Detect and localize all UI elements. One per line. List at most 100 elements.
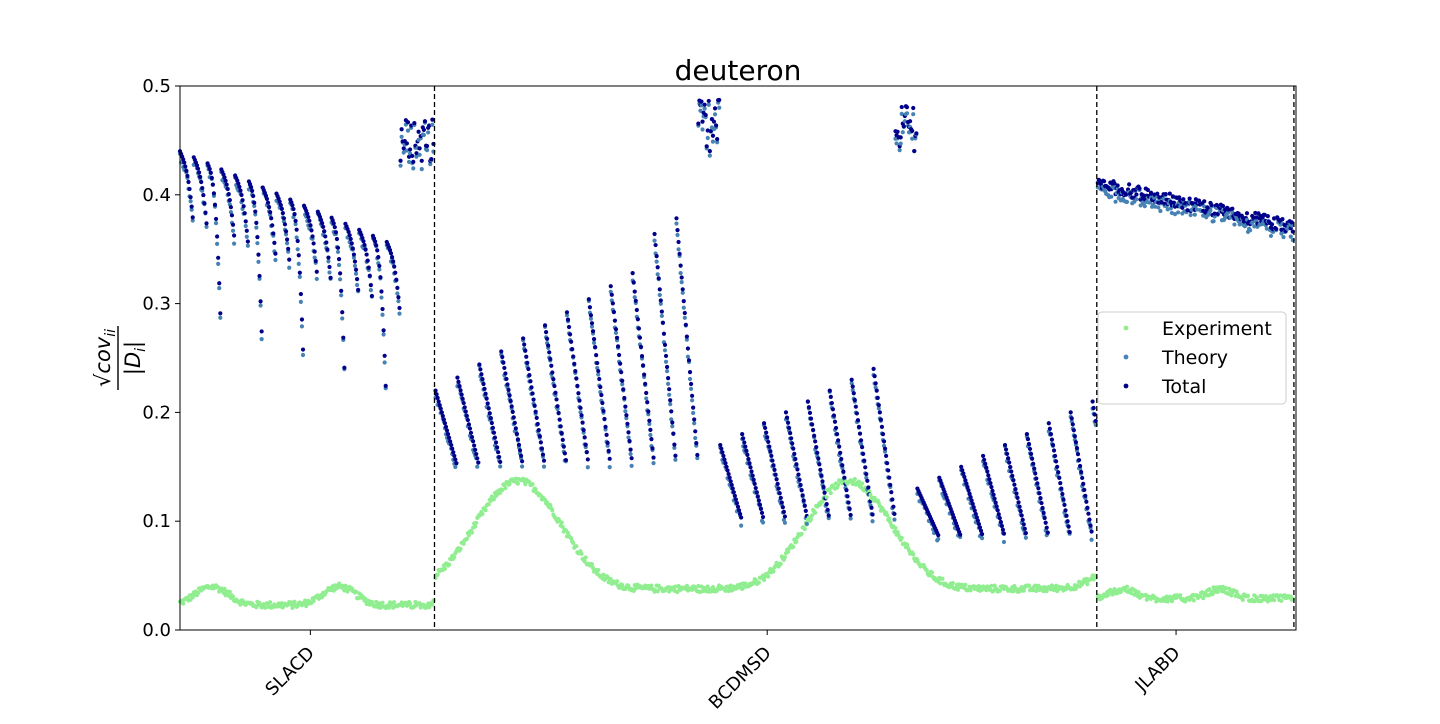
point-total bbox=[460, 396, 465, 401]
chart-title: deuteron bbox=[675, 54, 802, 87]
point-total bbox=[831, 413, 837, 418]
point-total bbox=[653, 242, 658, 248]
point-total bbox=[1265, 214, 1270, 219]
point-theory bbox=[259, 337, 264, 342]
point-total bbox=[1025, 436, 1031, 442]
point-total bbox=[742, 440, 747, 445]
point-total bbox=[984, 465, 989, 470]
point-total bbox=[520, 459, 525, 464]
point-total bbox=[1075, 452, 1081, 457]
point-total bbox=[721, 453, 726, 459]
point-total bbox=[690, 393, 695, 398]
point-total bbox=[516, 442, 522, 447]
point-theory bbox=[706, 102, 711, 107]
point-total bbox=[910, 128, 915, 133]
point-total bbox=[395, 285, 400, 290]
point-total bbox=[416, 129, 421, 134]
point-total bbox=[277, 199, 282, 204]
point-total bbox=[770, 458, 775, 463]
point-total bbox=[492, 435, 498, 440]
point-total bbox=[464, 413, 469, 418]
point-total bbox=[898, 135, 903, 140]
point-total bbox=[1032, 466, 1037, 471]
point-total bbox=[1024, 432, 1030, 437]
point-total bbox=[703, 112, 708, 118]
point-total bbox=[394, 277, 399, 282]
point-total bbox=[563, 457, 569, 463]
point-theory bbox=[670, 424, 675, 429]
point-total bbox=[525, 360, 530, 365]
point-total bbox=[254, 220, 259, 225]
point-total bbox=[993, 500, 998, 505]
point-experiment bbox=[955, 587, 961, 592]
point-total bbox=[257, 273, 262, 279]
point-total bbox=[790, 441, 795, 446]
point-total bbox=[696, 121, 701, 126]
point-total bbox=[569, 339, 574, 344]
point-total bbox=[728, 479, 733, 484]
point-experiment bbox=[289, 600, 294, 605]
point-total bbox=[729, 482, 734, 488]
point-total bbox=[410, 153, 415, 159]
point-total bbox=[199, 179, 204, 185]
point-total bbox=[989, 484, 994, 490]
point-total bbox=[990, 488, 995, 493]
point-total bbox=[557, 417, 562, 422]
point-total bbox=[1055, 464, 1060, 469]
point-experiment bbox=[813, 510, 818, 515]
point-total bbox=[774, 477, 779, 482]
point-theory bbox=[1109, 194, 1114, 199]
point-total bbox=[662, 342, 668, 347]
point-total bbox=[470, 439, 476, 444]
point-total bbox=[732, 493, 737, 498]
point-total bbox=[604, 432, 609, 437]
point-total bbox=[866, 485, 871, 490]
point-theory bbox=[218, 315, 223, 320]
point-total bbox=[252, 200, 257, 205]
point-total bbox=[272, 240, 277, 245]
point-total bbox=[446, 435, 452, 440]
point-total bbox=[636, 326, 642, 331]
point-theory bbox=[651, 461, 656, 466]
point-total bbox=[278, 202, 283, 208]
point-total bbox=[195, 166, 201, 171]
point-total bbox=[607, 456, 612, 461]
point-total bbox=[353, 267, 359, 272]
point-theory bbox=[295, 247, 300, 252]
point-experiment bbox=[503, 486, 508, 491]
point-experiment bbox=[940, 576, 945, 581]
point-total bbox=[787, 425, 792, 431]
point-total bbox=[783, 410, 789, 415]
point-theory bbox=[882, 449, 888, 454]
point-total bbox=[842, 475, 847, 480]
point-total bbox=[397, 305, 402, 311]
point-total bbox=[743, 444, 748, 449]
point-total bbox=[374, 243, 379, 248]
point-theory bbox=[710, 139, 716, 144]
point-total bbox=[318, 217, 324, 222]
point-total bbox=[644, 390, 649, 396]
point-theory bbox=[688, 386, 694, 392]
point-total bbox=[1006, 456, 1011, 461]
point-total bbox=[851, 391, 856, 396]
point-total bbox=[1066, 524, 1071, 529]
point-total bbox=[347, 233, 352, 238]
point-experiment bbox=[380, 600, 385, 605]
point-total bbox=[857, 431, 863, 436]
point-total bbox=[1171, 200, 1177, 205]
point-total bbox=[674, 216, 679, 221]
point-theory bbox=[293, 222, 298, 227]
point-total bbox=[612, 318, 618, 323]
point-total bbox=[351, 252, 357, 257]
point-total bbox=[1049, 437, 1055, 442]
point-total bbox=[236, 181, 241, 186]
point-total bbox=[1015, 495, 1020, 500]
point-total bbox=[752, 481, 757, 486]
point-total bbox=[958, 532, 963, 537]
point-total bbox=[651, 455, 656, 460]
point-total bbox=[458, 388, 463, 393]
point-total bbox=[603, 424, 608, 430]
point-total bbox=[294, 227, 299, 232]
point-total bbox=[1084, 499, 1089, 504]
point-theory bbox=[693, 435, 698, 441]
